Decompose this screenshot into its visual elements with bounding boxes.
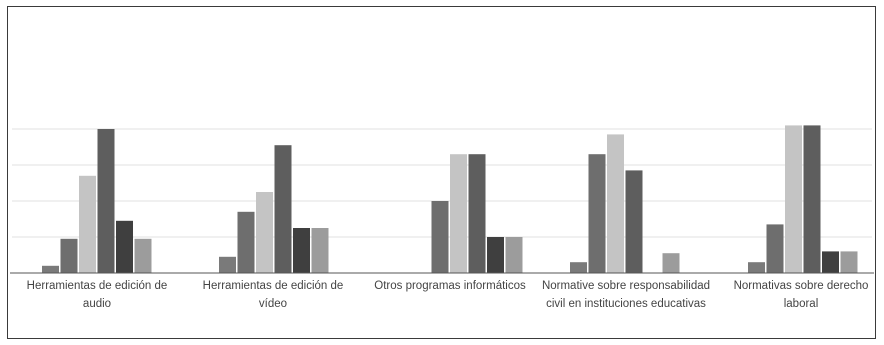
bar-c3-s2 (607, 134, 624, 273)
bar-c0-s3 (97, 129, 115, 273)
bar-c1-s3 (274, 145, 292, 273)
bar-c4-s3 (803, 125, 821, 274)
bar-c2-s4 (487, 237, 504, 273)
bar-c4-s2 (785, 125, 802, 274)
bar-c4-s4 (822, 251, 839, 273)
bar-c2-s2 (450, 154, 467, 273)
bar-c1-s2 (256, 192, 273, 273)
category-label-2-line-0: Otros programas informáticos (374, 280, 526, 292)
bar-c1-s0 (219, 256, 236, 273)
bar-c2-s1 (431, 201, 449, 273)
category-label-4: Normativas sobre derecho laboral (734, 280, 869, 310)
category-label-0-line-1: audio (83, 298, 111, 310)
category-label-3-line-1: civil en instituciones educativas (546, 298, 706, 310)
category-label-4-line-0: Normativas sobre derecho (734, 280, 869, 292)
bar-c1-s5 (311, 228, 329, 273)
bar-c1-s1 (237, 211, 255, 273)
bar-c3-s1 (588, 154, 606, 273)
bar-c4-s0 (748, 262, 765, 273)
bar-c1-s4 (293, 228, 310, 273)
bar-c4-s5 (840, 251, 858, 273)
category-label-4-line-1: laboral (784, 298, 819, 310)
category-label-2: Otros programas informáticos (374, 280, 526, 292)
bar-c0-s1 (60, 238, 78, 273)
category-label-3: Normative sobre responsabilidad civil en … (542, 280, 710, 310)
bar-c2-s3 (468, 154, 486, 273)
bar-c0-s0 (42, 265, 59, 273)
category-label-3-line-0: Normative sobre responsabilidad (542, 280, 710, 292)
bar-c2-s5 (505, 237, 523, 273)
bar-c3-s0 (570, 262, 587, 273)
bar-c3-s5 (662, 253, 680, 273)
category-labels: Herramientas de edición de audioHerramien… (27, 280, 869, 310)
category-label-1-line-0: Herramientas de edición de (203, 280, 344, 292)
category-label-0: Herramientas de edición de audio (27, 280, 168, 310)
bar-c0-s2 (79, 175, 96, 273)
bar-c4-s1 (766, 224, 784, 273)
bars (42, 125, 858, 274)
chart-frame (7, 6, 876, 339)
bar-c3-s3 (625, 170, 643, 273)
category-label-1: Herramientas de edición de vídeo (203, 280, 344, 310)
category-label-1-line-1: vídeo (259, 298, 287, 310)
bar-c0-s5 (134, 238, 152, 273)
bar-c0-s4 (116, 220, 133, 273)
category-label-0-line-0: Herramientas de edición de (27, 280, 168, 292)
